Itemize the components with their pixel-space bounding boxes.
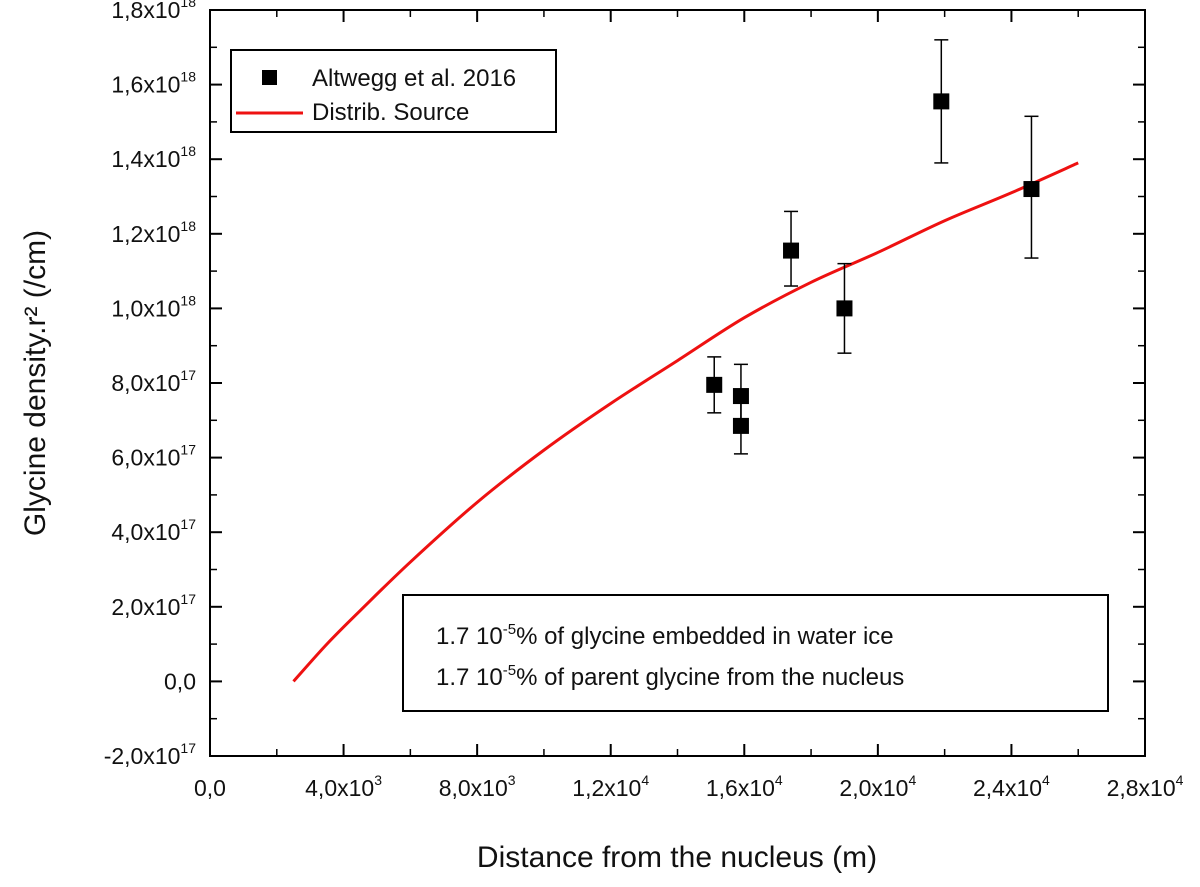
x-tick-label: 1,2x104 (572, 772, 649, 801)
y-axis-title: Glycine density.r² (/cm) (19, 230, 52, 536)
y-tick-label: 0,0 (164, 668, 196, 694)
legend-entry-distrib: Distrib. Source (312, 99, 469, 126)
legend-box (230, 49, 557, 133)
x-tick-label: 1,6x104 (706, 772, 783, 801)
x-axis-title: Distance from the nucleus (m) (477, 841, 877, 874)
data-point-marker (933, 93, 950, 110)
annotation-box: 1.7 10-5% of glycine embedded in water i… (402, 594, 1109, 712)
y-tick-label: -2,0x1017 (104, 740, 197, 769)
x-tick-label: 8,0x103 (439, 772, 516, 801)
data-point-marker (706, 376, 723, 393)
legend: Altwegg et al. 2016 Distrib. Source (230, 49, 557, 133)
y-tick-label: 1,0x1018 (111, 292, 196, 321)
y-tick-labels: -2,0x1017 0,0 2,0x1017 4,0x1017 6,0x1017 8,0x… (104, 0, 197, 769)
altwegg-series (706, 39, 1040, 455)
y-tick-label: 8,0x1017 (111, 367, 196, 396)
data-point-marker (836, 300, 853, 317)
legend-square-marker (262, 70, 277, 85)
x-tick-label: 4,0x103 (305, 772, 382, 801)
x-tick-label: 0,0 (194, 775, 226, 801)
x-tick-label: 2,0x104 (839, 772, 916, 801)
annotation-line-1: 1.7 10-5% of glycine embedded in water i… (436, 621, 894, 650)
distrib-source-series (292, 161, 1079, 683)
data-point-marker (732, 417, 749, 434)
y-tick-label: 1,8x1018 (111, 0, 196, 23)
data-point-marker (732, 388, 749, 405)
y-tick-label: 1,2x1018 (111, 218, 196, 247)
x-tick-labels: 0,0 4,0x103 8,0x103 1,2x104 1,6x104 2,0x104 2,… (194, 772, 1184, 801)
y-tick-label: 4,0x1017 (111, 516, 196, 545)
legend-entry-altwegg: Altwegg et al. 2016 (312, 65, 516, 92)
distrib-source-curve (292, 161, 1079, 683)
data-point-marker (783, 242, 800, 259)
x-tick-label: 2,4x104 (973, 772, 1050, 801)
y-tick-label: 1,6x1018 (111, 69, 196, 98)
data-point-marker (1023, 181, 1040, 198)
y-tick-label: 6,0x1017 (111, 442, 196, 471)
annotation-line-2: 1.7 10-5% of parent glycine from the nuc… (436, 662, 904, 691)
y-tick-label: 1,4x1018 (111, 143, 196, 172)
x-tick-label: 2,8x104 (1107, 772, 1184, 801)
axis-ticks (209, 9, 1146, 757)
y-tick-label: 2,0x1017 (111, 591, 196, 620)
annotation-frame (402, 594, 1109, 712)
